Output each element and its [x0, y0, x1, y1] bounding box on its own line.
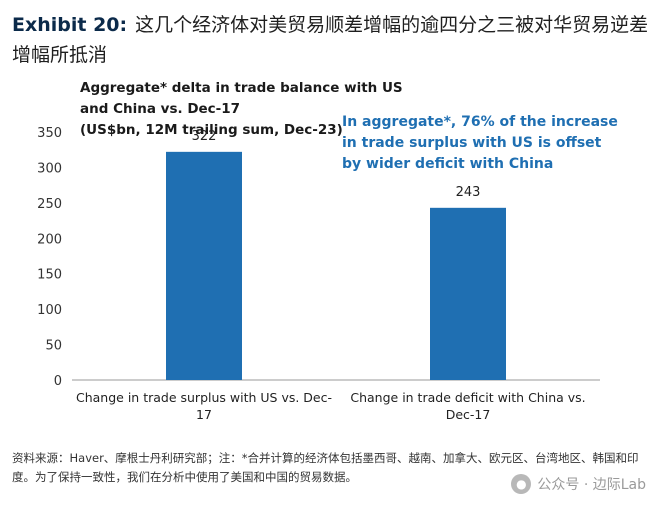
x-category-label: Change in trade deficit with China vs.: [350, 390, 585, 405]
bar: [430, 207, 506, 380]
chart-annotation: In aggregate*, 76% of the increase in tr…: [342, 112, 642, 175]
y-tick-label: 150: [37, 268, 62, 283]
y-tick-label: 100: [37, 303, 62, 318]
wechat-icon: ●: [511, 474, 532, 494]
y-tick-label: 250: [37, 197, 62, 212]
bar-chart: 0 50 100 150 200 250 300 350 322 Change in trade …: [37, 126, 600, 422]
watermark: ● 公众号 · 边际Lab: [511, 474, 646, 494]
y-tick-label: 350: [37, 126, 62, 141]
x-category-label: Dec-17: [446, 407, 491, 422]
y-tick-label: 200: [37, 232, 62, 247]
watermark-text: 公众号 · 边际Lab: [537, 477, 646, 493]
data-label: 322: [192, 129, 217, 144]
source-note: 资料来源：Haver、摩根士丹利研究部；注：*合并计算的经济体包括墨西哥、越南、…: [12, 451, 639, 484]
annotation-line1: In aggregate*, 76% of the increase: [342, 114, 618, 130]
data-label: 243: [456, 185, 481, 200]
exhibit-title: 这几个经济体对美贸易顺差增幅的逾四分之三被对华贸易逆差增幅所抵消: [12, 14, 649, 66]
exhibit-number: Exhibit 20:: [12, 14, 128, 36]
chart-title: Aggregate* delta in trade balance with U…: [80, 78, 420, 141]
x-category-label: Change in trade surplus with US vs. Dec-: [76, 390, 332, 405]
chart-title-line2: (US$bn, 12M trailing sum, Dec-23): [80, 122, 343, 138]
y-tick-label: 50: [45, 339, 62, 354]
y-tick-label: 300: [37, 161, 62, 176]
y-tick-label: 0: [54, 374, 62, 389]
bar: [166, 151, 242, 380]
x-category-label: 17: [196, 407, 212, 422]
annotation-line3: by wider deficit with China: [342, 156, 554, 172]
exhibit-header: Exhibit 20: 这几个经济体对美贸易顺差增幅的逾四分之三被对华贸易逆差增幅…: [12, 10, 652, 70]
chart-title-line1: Aggregate* delta in trade balance with U…: [80, 80, 403, 117]
annotation-line2: in trade surplus with US is offset: [342, 135, 602, 151]
